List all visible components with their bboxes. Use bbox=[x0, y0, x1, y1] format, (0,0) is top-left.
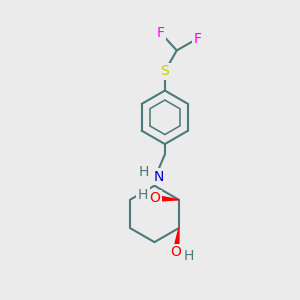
Text: H: H bbox=[138, 165, 148, 179]
Text: F: F bbox=[194, 32, 202, 46]
Text: O: O bbox=[170, 245, 182, 260]
Text: F: F bbox=[156, 26, 164, 40]
Text: H: H bbox=[138, 188, 148, 202]
Text: S: S bbox=[160, 64, 169, 78]
Text: H: H bbox=[183, 249, 194, 263]
Polygon shape bbox=[155, 195, 179, 201]
Polygon shape bbox=[173, 228, 179, 253]
Text: O: O bbox=[150, 191, 160, 205]
Text: N: N bbox=[153, 170, 164, 184]
